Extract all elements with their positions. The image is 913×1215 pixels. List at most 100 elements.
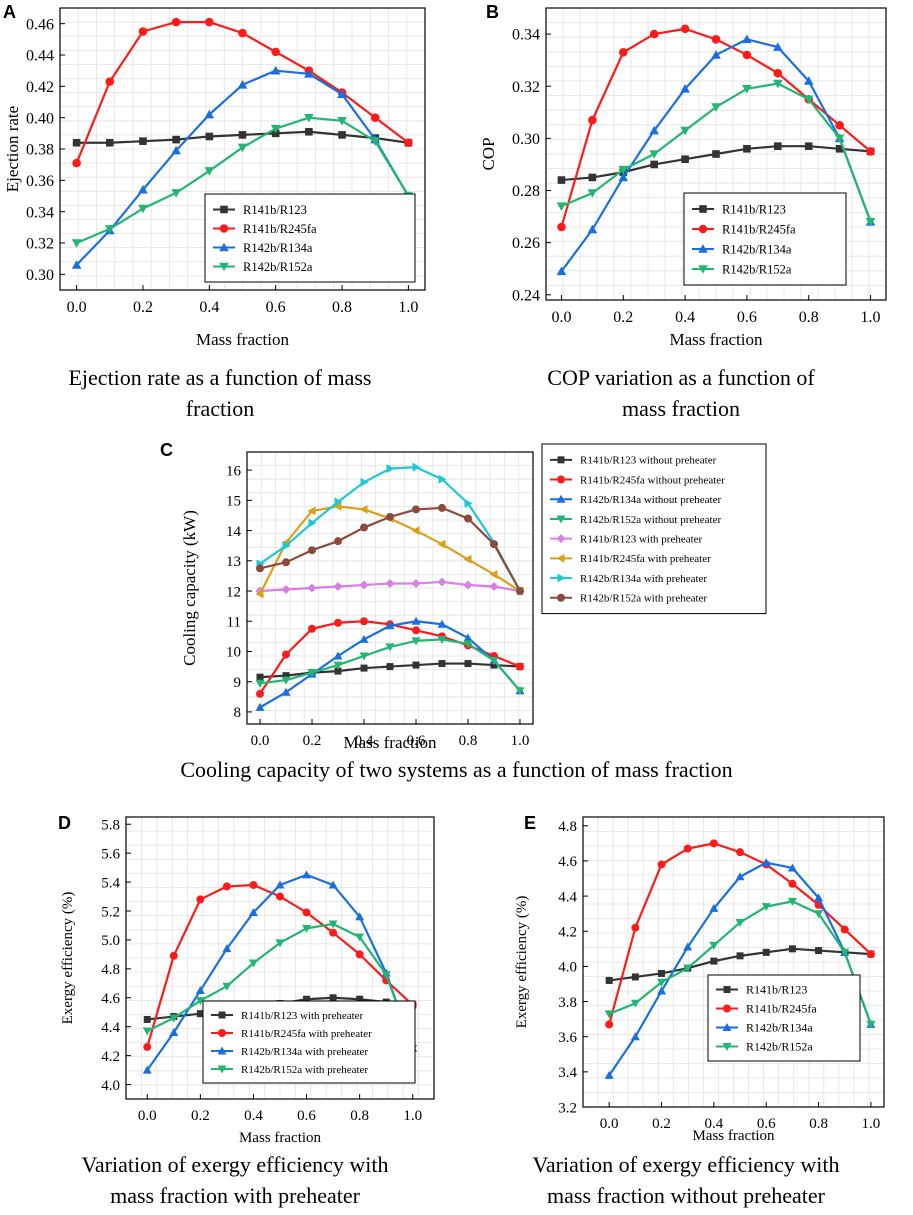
y-tick-label: 0.32 [512,79,540,96]
legend-entry-label: R141b/R245fa [243,222,317,236]
data-point [172,135,180,144]
legend-swatch-marker [219,242,229,252]
data-point [464,498,473,508]
data-point [588,173,597,182]
x-tick-label: 0.6 [297,1108,316,1124]
y-tick-label: 0.32 [26,236,54,253]
data-point [736,952,744,960]
x-axis-label: Mass fraction [692,1128,775,1144]
data-point [307,506,316,516]
legend: R141b/R123 R141b/R245fa R142b/R134a R142b/R… [707,974,861,1062]
data-point [255,702,265,711]
data-point [630,999,640,1008]
data-point [411,526,420,536]
data-point [788,945,796,953]
data-point [138,204,148,214]
x-tick-label: 0.6 [266,299,286,316]
chart-panel-b: B 0.0 0.2 0.4 0.6 0.8 1.0 0.24 0.26 0.28 0.30 0.32… [456,0,913,430]
y-tick-label: 5.4 [101,875,120,891]
x-tick-label: 0.0 [551,309,571,326]
data-point [437,635,447,644]
data-point [281,585,291,595]
x-tick-label: 1.0 [861,309,881,326]
data-point [355,933,365,942]
chart-panel-c: C 0.0 0.2 0.4 0.6 0.8 1.0 8 9 10 11 12 13 14 15 16 Mass… [0,432,913,792]
x-tick-label: 0.0 [67,299,87,316]
data-point [709,941,719,950]
legend-box [541,443,767,615]
data-point [333,581,343,591]
caption-b-line-2: mass fraction [622,396,740,421]
legend: R141b/R123 R141b/R245fa R142b/R134a R142b/R… [204,193,416,283]
data-point [680,126,690,136]
caption-d-line-1: Variation of exergy efficiency with [81,1152,389,1177]
x-tick-label: 0.4 [675,309,695,326]
legend-entry-label: R142b/R134a [243,241,313,255]
data-point [385,578,395,588]
data-point [169,951,178,960]
data-point [683,942,693,951]
caption-a-line-1: Ejection rate as a function of mass [68,365,372,390]
x-tick-label: 0.0 [251,733,270,749]
chart-b-svg: 0.0 0.2 0.4 0.6 0.8 1.00.240.260.280.300.320.… [479,7,887,349]
data-point [359,652,369,661]
legend-swatch-marker [557,475,565,484]
data-point [334,667,342,675]
data-point [604,1070,614,1079]
data-point [710,957,718,965]
data-point [171,145,181,155]
data-point [773,42,783,51]
y-tick-label: 14 [226,524,242,540]
data-point [308,624,316,633]
data-point [304,69,314,78]
data-point [680,84,690,93]
legend-entry-label: R142b/R152a with preheater [580,593,707,605]
data-point [736,848,745,857]
series-r142b-r152a [556,79,876,227]
series-r142b-r134a-with-preheater [142,870,418,1074]
y-tick-label: 5.2 [101,904,120,920]
caption-a-line-2: fraction [185,396,255,421]
data-point [270,124,281,134]
data-point [683,844,692,853]
x-axis-ticks: 0.0 0.2 0.4 0.6 0.8 1.0 [67,285,418,316]
y-tick-label: 5.6 [101,846,120,862]
data-point [205,17,214,27]
y-tick-label: 0.28 [512,183,540,200]
panel-label-d: D [58,813,71,833]
legend-entry-label: R142b/R134a without preheater [580,494,721,506]
data-point [249,880,258,889]
data-point [588,115,597,125]
legend-entry-label: R141b/R123 [722,202,786,216]
legend-swatch-marker [698,244,708,253]
plot-frame [246,451,534,725]
legend-entry-label: R141b/R245fa with preheater [580,553,711,565]
y-tick-label: 4.4 [558,889,577,905]
data-point [438,474,447,484]
x-tick-label: 0.4 [199,299,219,316]
series-r142b-r134a [556,34,876,276]
data-point [490,661,498,669]
chart-panel-a: A 0.0 0.2 0.4 0.6 0.8 1.0 0.30 0.32 0.34 0.36 0.38… [0,0,456,430]
panel-label-c: C [160,440,173,460]
data-point [437,619,447,628]
data-point [411,616,421,625]
data-point [412,661,420,669]
data-point [370,137,381,146]
y-tick-label: 0.36 [26,173,54,190]
data-point [282,558,290,567]
chart-d-svg: 0.0 0.2 0.4 0.6 0.8 1.0 4.0 4.2 4.4 4.6 4.8 5.0 5.2 5… [60,816,435,1146]
data-point [195,986,205,995]
grid [246,451,534,725]
data-point [787,863,797,872]
data-point [334,618,342,627]
data-point [386,464,395,474]
data-point [359,634,369,643]
data-point [275,939,285,948]
data-point [276,892,284,901]
data-point [171,189,181,198]
data-point [71,260,82,269]
plot-frame [582,816,885,1108]
data-point [618,48,628,57]
series-r141b-r123 [605,945,875,984]
